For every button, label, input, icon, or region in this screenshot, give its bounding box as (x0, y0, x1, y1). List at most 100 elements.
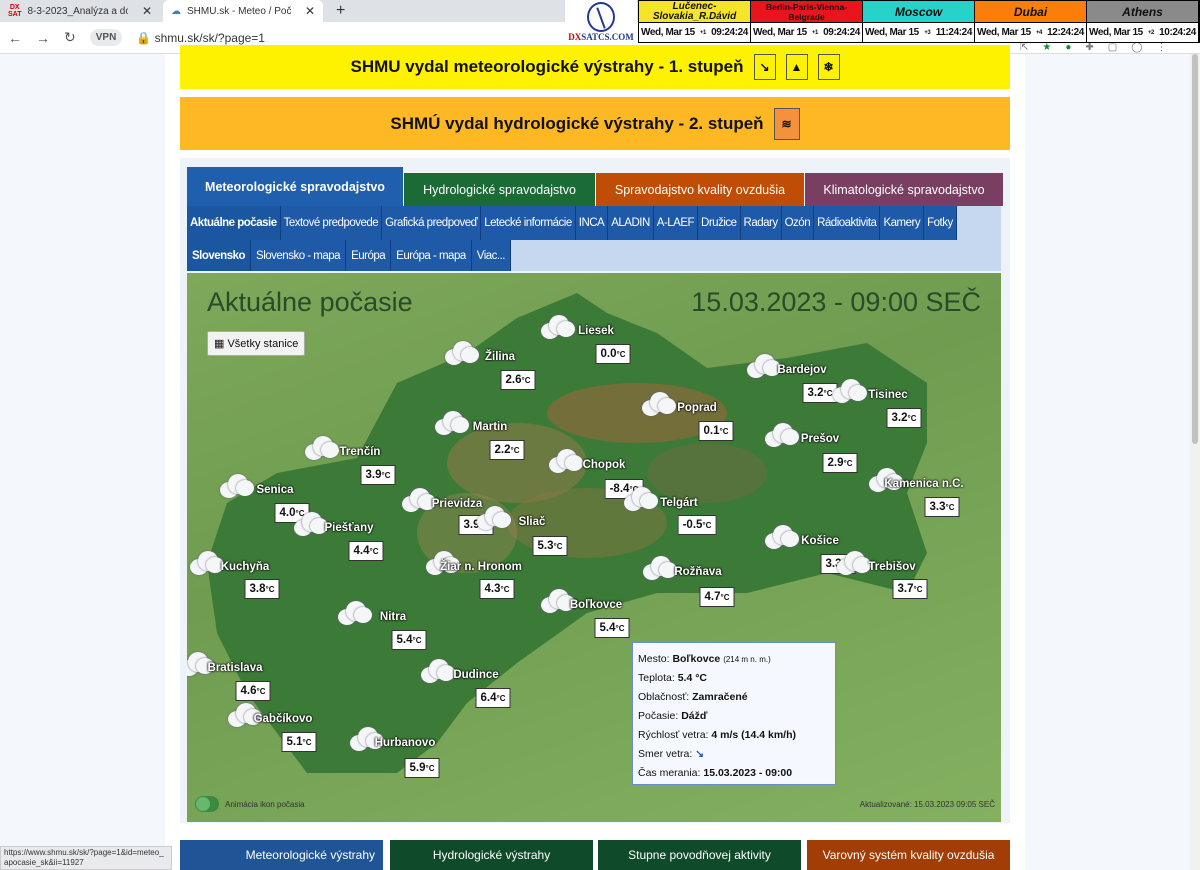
station-name[interactable]: Martin (472, 421, 508, 433)
station-name[interactable]: Rožňava (674, 566, 722, 578)
station-name[interactable]: Liesek (578, 325, 614, 337)
reload-icon[interactable]: ↻ (64, 29, 76, 45)
station-temperature[interactable]: -0.5°C (677, 515, 717, 535)
station-name[interactable]: Telgárt (660, 497, 698, 509)
bottom-button-4[interactable]: Varovný systém kvality ovzdušia (807, 840, 1010, 870)
station-temperature[interactable]: 5.1°C (281, 732, 317, 752)
url-input[interactable]: 🔒 shmu.sk/sk/?page=1 (136, 30, 265, 45)
bottom-button-2[interactable]: Hydrologické výstrahy (390, 840, 593, 870)
subtab-6[interactable]: A-LAEF (653, 206, 699, 240)
vpn-button[interactable]: VPN (89, 29, 123, 46)
subtab-4[interactable]: INCA (575, 206, 609, 240)
station-temperature[interactable]: 3.8°C (244, 579, 280, 599)
station-temperature[interactable]: 4.7°C (699, 587, 735, 607)
station-name[interactable]: Boľkovce (569, 599, 623, 611)
bottom-button-3[interactable]: Stupne povodňovej aktivity (598, 840, 801, 870)
subtab-7[interactable]: Družice (698, 206, 741, 240)
subtab-11[interactable]: Kamery (880, 206, 925, 240)
station-temperature[interactable]: 3.3°C (924, 497, 960, 517)
scrollbar[interactable] (1190, 54, 1200, 870)
station-temperature[interactable]: 4.0°C (274, 503, 310, 523)
animation-toggle[interactable]: Animácia ikon počasia (195, 796, 305, 812)
station-name[interactable]: Trebišov (868, 561, 916, 573)
profile-icon[interactable]: ◯ (1131, 42, 1143, 53)
all-stations-button[interactable]: ▦ Všetky stanice (207, 331, 306, 356)
browser-tab[interactable]: DXSAT 8-3-2023_Analýza a dokazovanie ač … (8, 4, 152, 18)
station-name[interactable]: Piešťany (324, 522, 374, 534)
station-temperature[interactable]: 3.2°C (802, 383, 838, 403)
station-name[interactable]: Žiar n. Hronom (440, 561, 522, 573)
station-temperature[interactable]: 2.2°C (489, 440, 525, 460)
station-temperature[interactable]: 0.0°C (595, 344, 631, 364)
subtab-9[interactable]: Ozón (781, 206, 815, 240)
station-temperature[interactable]: 5.4°C (391, 630, 427, 650)
station-name[interactable]: Prešov (800, 433, 840, 445)
station-name[interactable]: Dudince (453, 669, 499, 681)
star-icon[interactable]: ★ (1042, 42, 1052, 53)
station-name[interactable]: Kuchyňa (220, 561, 270, 573)
tab-4[interactable]: Klimatologické spravodajstvo (805, 173, 1003, 206)
station-name[interactable]: Prievidza (431, 498, 483, 510)
station-temperature[interactable]: 5.9°C (404, 758, 440, 778)
station-temperature[interactable]: 5.3°C (532, 536, 568, 556)
menu-icon[interactable]: ⋮ (1156, 42, 1167, 53)
region-tab-3[interactable]: Európa - mapa (391, 240, 472, 271)
region-tab-4[interactable]: Viac... (471, 240, 511, 271)
temp-value: 3.2 (807, 387, 824, 399)
bottom-button-1[interactable]: Meteorologické výstrahy (180, 840, 383, 870)
station-temperature[interactable]: 4.3°C (479, 579, 515, 599)
subtab-1[interactable]: Textové predpovede (280, 206, 383, 240)
close-tab-icon[interactable]: ✕ (304, 4, 315, 18)
meteo-warning-banner[interactable]: SHMU vydal meteorologické výstrahy - 1. … (180, 45, 1010, 89)
subtab-10[interactable]: Rádioaktivita (814, 206, 881, 240)
subtab-12[interactable]: Fotky (924, 206, 957, 240)
station-name[interactable]: Bratislava (207, 662, 263, 674)
station-name[interactable]: Sliač (518, 516, 546, 528)
hydro-warning-banner[interactable]: SHMÚ vydal hydrologické výstrahy - 2. st… (180, 97, 1010, 150)
station-name[interactable]: Nitra (379, 611, 407, 623)
close-tab-icon[interactable]: ✕ (141, 4, 152, 18)
station-temperature[interactable]: 4.4°C (348, 541, 384, 561)
subtab-0[interactable]: Aktuálne počasie (187, 206, 281, 240)
tab-2[interactable]: Hydrologické spravodajstvo (404, 173, 595, 206)
station-temperature[interactable]: 3.7°C (892, 579, 928, 599)
share-icon[interactable]: ⇱ (1020, 42, 1029, 53)
station-name[interactable]: Žilina (484, 351, 516, 363)
subtab-8[interactable]: Radary (740, 206, 782, 240)
puzzle-icon[interactable]: ✚ (1085, 42, 1094, 53)
temp-value: 5.3 (537, 540, 554, 552)
station-name[interactable]: Bardejov (777, 364, 827, 376)
station-name[interactable]: Trenčín (339, 446, 381, 458)
station-temperature[interactable]: 3.9°C (360, 465, 396, 485)
station-temperature[interactable]: 2.9°C (822, 453, 858, 473)
subtab-5[interactable]: ALADIN (608, 206, 654, 240)
subtab-3[interactable]: Letecké informácie (481, 206, 576, 240)
station-name[interactable]: Chopok (582, 459, 626, 471)
subtab-2[interactable]: Grafická predpoveď (382, 206, 482, 240)
forward-icon[interactable]: → (36, 29, 50, 46)
tab-3[interactable]: Spravodajstvo kvality ovzdušia (596, 173, 804, 206)
region-tab-2[interactable]: Európa (346, 240, 392, 271)
region-tab-0[interactable]: Slovensko (187, 240, 252, 271)
toggle-switch[interactable] (195, 796, 219, 812)
station-name[interactable]: Hurbanovo (374, 737, 436, 749)
station-temperature[interactable]: 0.1°C (698, 421, 734, 441)
extension-icon[interactable]: ● (1065, 42, 1072, 53)
station-temperature[interactable]: 2.6°C (500, 370, 536, 390)
station-temperature[interactable]: 3.2°C (886, 408, 922, 428)
new-tab-button[interactable]: + (336, 2, 346, 19)
tab-1[interactable]: Meteorologické spravodajstvo (187, 167, 403, 206)
browser-tab-active[interactable]: ☁ SHMÚ.sk - Meteo / Počasie / Hydrol ✕ (163, 0, 323, 22)
station-name[interactable]: Kamenica n.C. (884, 478, 964, 490)
back-icon[interactable]: ← (8, 29, 22, 46)
station-name[interactable]: Košice (801, 535, 839, 547)
region-tab-1[interactable]: Slovensko - mapa (251, 240, 347, 271)
station-name[interactable]: Senica (256, 484, 294, 496)
station-name[interactable]: Gabčíkovo (253, 713, 313, 725)
station-temperature[interactable]: 5.4°C (594, 618, 630, 638)
station-name[interactable]: Tisinec (868, 389, 908, 401)
station-temperature[interactable]: 6.4°C (475, 688, 511, 708)
station-temperature[interactable]: 4.6°C (235, 681, 271, 701)
window-icon[interactable]: ▢ (1107, 42, 1118, 53)
station-name[interactable]: Poprad (677, 402, 717, 414)
